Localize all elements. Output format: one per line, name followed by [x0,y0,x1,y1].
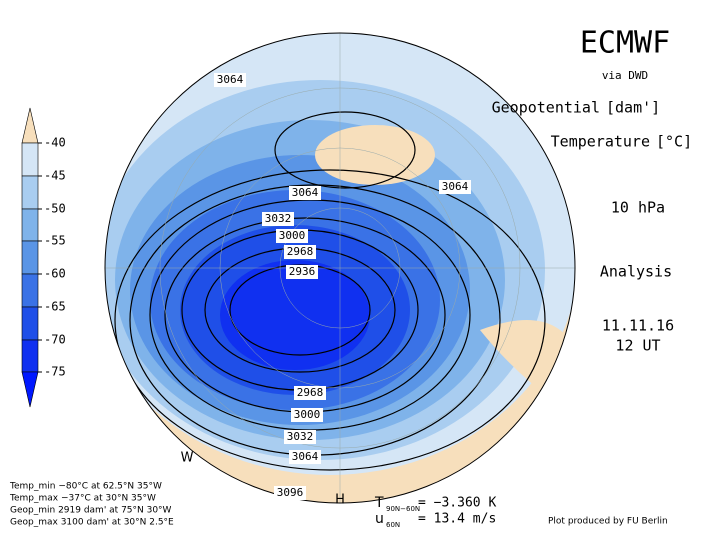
stat: Temp_min −80°C at 62.5°N 35°W [9,482,162,492]
u-value: = 13.4 m/s [418,512,496,527]
map-border [104,32,576,504]
map-mark: H [335,493,345,508]
contour-label: 3032 [265,212,292,225]
u-sub: 60N [386,521,400,529]
contour-label: 3032 [287,430,314,443]
contour-label-box [284,430,316,444]
colorbar [21,107,39,408]
colorbar-label: -70 [44,333,66,347]
colorbar-label: -45 [44,169,66,183]
map-disk [105,33,575,503]
stat: Temp_max −37°C at 30°N 35°W [9,494,156,504]
contour-label: 3096 [277,486,304,499]
contour-label-box [274,486,306,500]
contour-label: 3000 [294,408,321,421]
level: 10 hPa [611,199,665,217]
contour-label: 3064 [217,73,244,86]
colorbar-label: -50 [44,202,66,216]
credit: Plot produced by FU Berlin [548,517,668,527]
colorbar-label: -75 [44,365,66,379]
t-sub: 90N−60N [386,505,420,513]
contour-label-box [439,180,471,194]
contour-label-box [286,265,318,279]
contour-label: 2968 [297,386,324,399]
contour-label: 2936 [289,265,316,278]
kind: Analysis [600,263,672,281]
contour-label: 3064 [292,450,319,463]
contour-label-box [289,186,321,200]
contour-label: 3064 [292,186,319,199]
contour-label-box [276,229,308,243]
field1: Geopotential [492,99,600,117]
field2: Temperature [551,133,650,151]
colorbar-label: -55 [44,234,66,248]
source: via DWD [602,69,648,82]
contour-label-box [262,212,294,226]
stat: Geop_max 3100 dam' at 30°N 2.5°E [10,518,174,528]
map-mark: W [181,451,194,466]
u-symbol: u [375,511,384,527]
contour-label-box [291,408,323,422]
t-value: = −3.360 K [418,496,496,511]
unit1: [dam'] [606,99,660,117]
contour-label: 3000 [279,229,306,242]
stat: Geop_min 2919 dam' at 75°N 30°W [10,506,172,516]
colorbar-label: -40 [44,136,66,150]
colorbar-label: -65 [44,300,66,314]
date: 11.11.16 [602,317,674,335]
unit2: [°C] [656,133,692,151]
title: ECMWF [580,26,670,61]
time: 12 UT [615,337,660,355]
contour-label-box [294,386,326,400]
contour-label-box [289,450,321,464]
t-symbol: T [374,495,384,511]
contour-label: 2968 [287,245,314,258]
colorbar-label: -60 [44,267,66,281]
contour-label-box [284,245,316,259]
contour-label: 3064 [442,180,469,193]
contour-label-box [214,73,246,87]
